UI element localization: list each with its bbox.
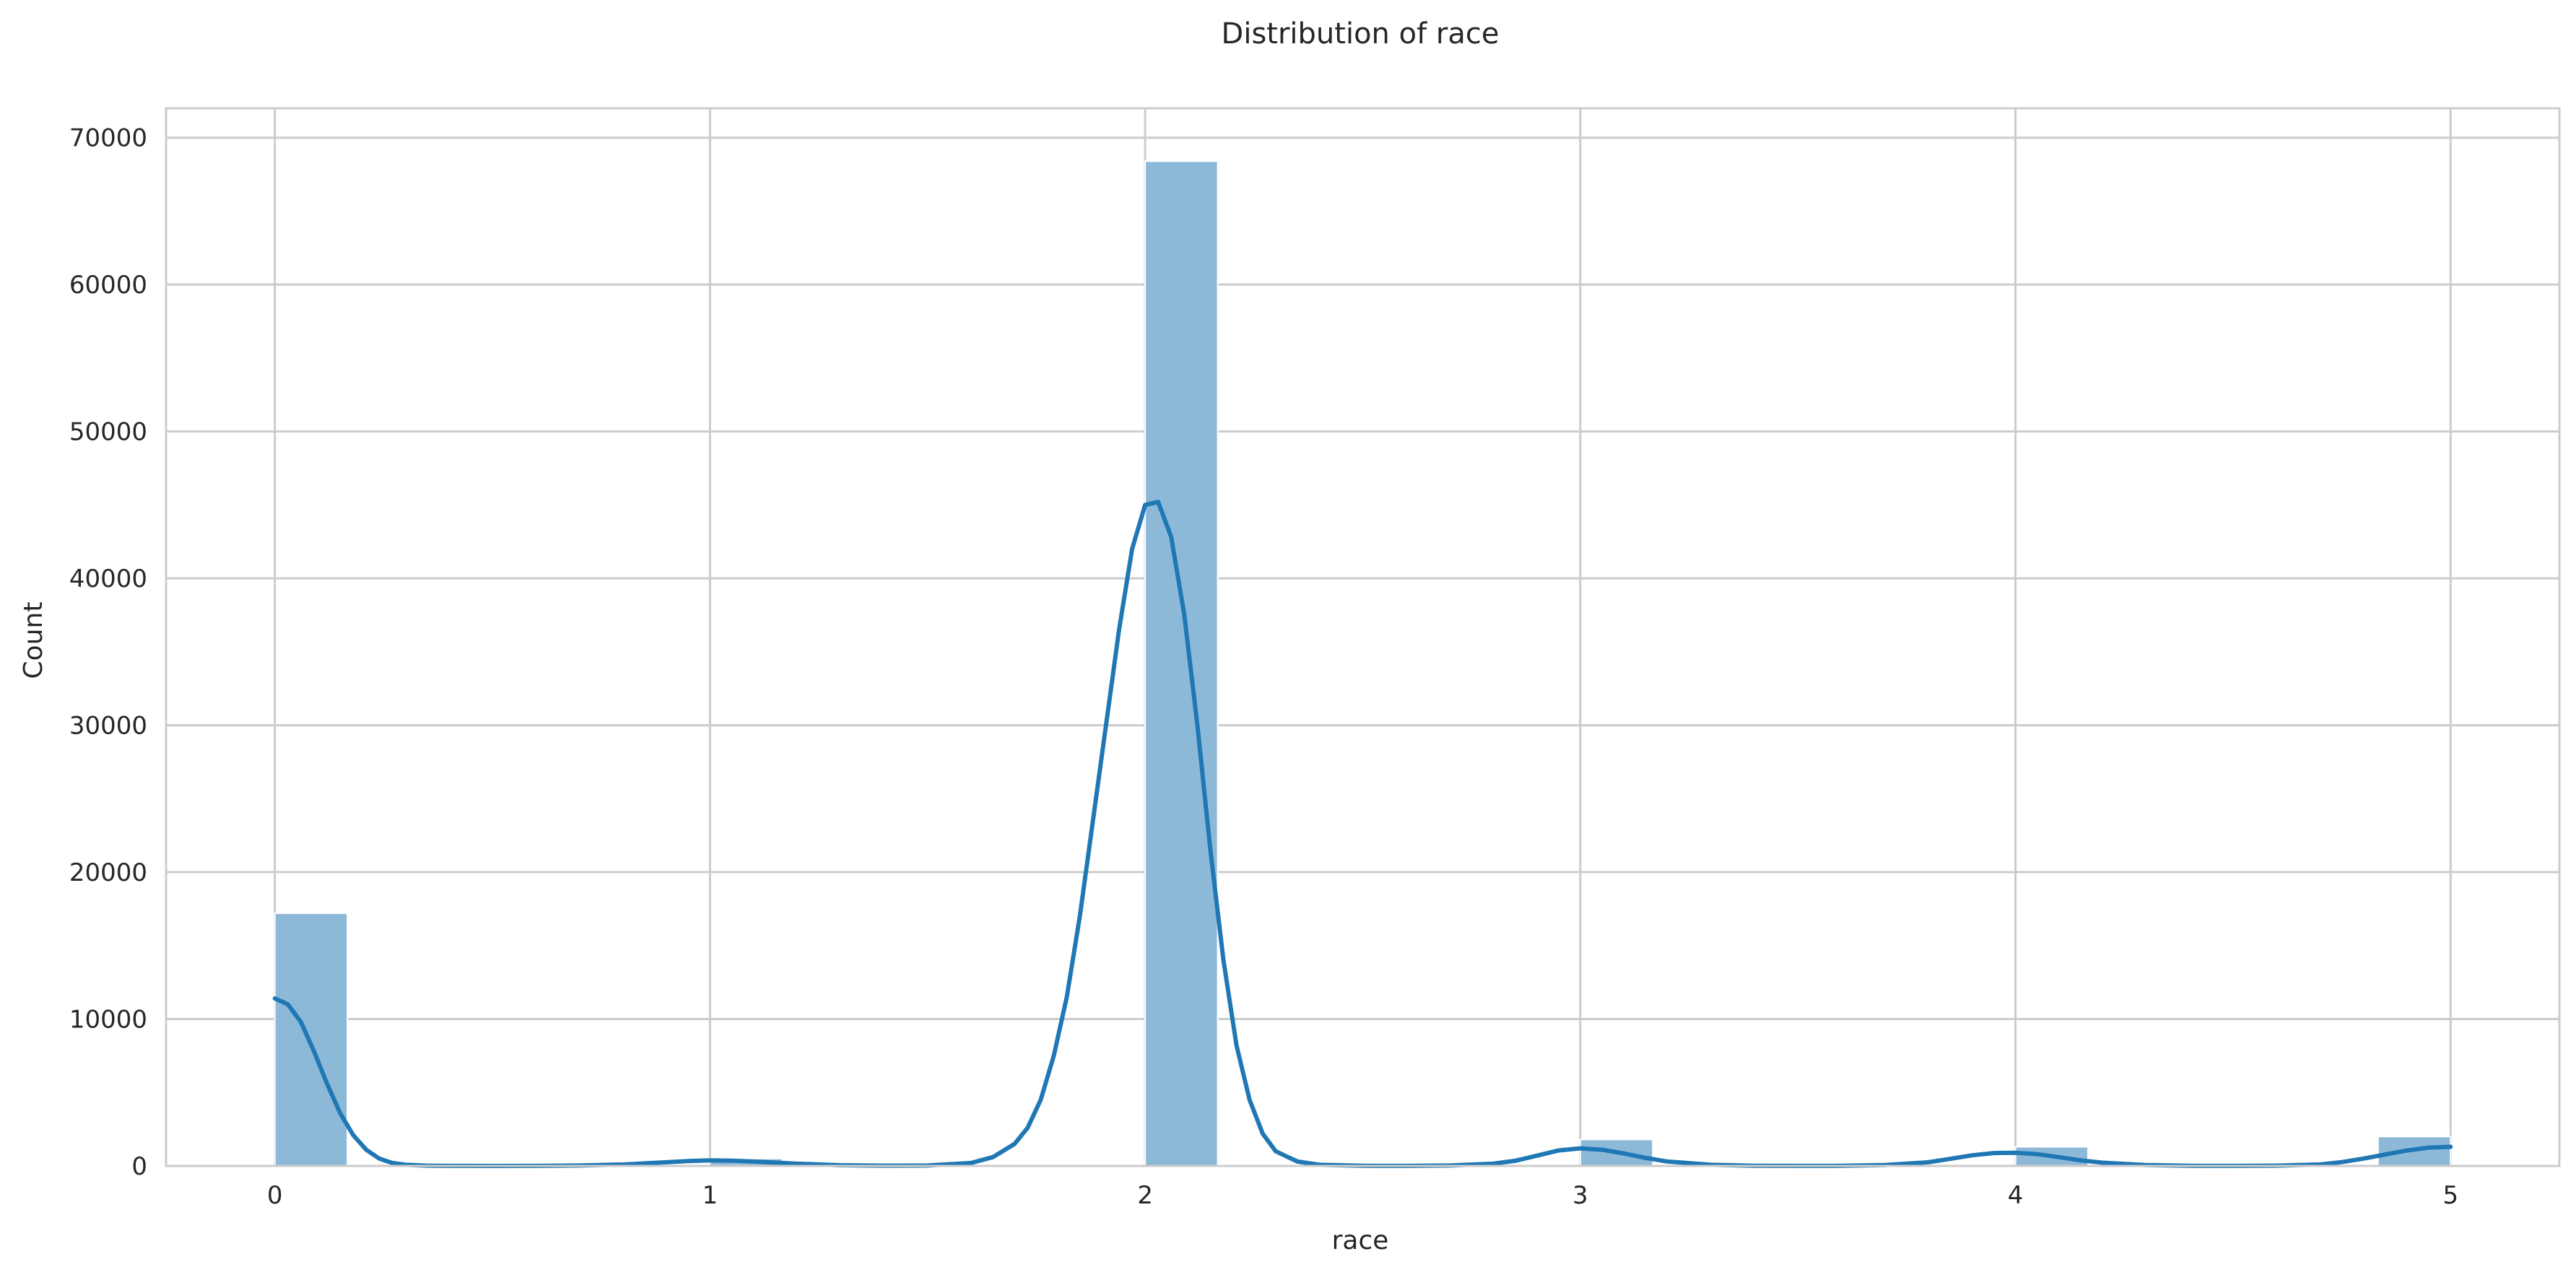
axes-frame: [165, 107, 2561, 1167]
histogram-bar: [1144, 160, 1219, 1167]
chart-title: Distribution of race: [1222, 17, 1500, 51]
y-tick-label: 60000: [69, 271, 147, 300]
y-tick-label: 0: [131, 1152, 147, 1181]
y-tick-label: 10000: [69, 1006, 147, 1035]
y-axis-label: Count: [19, 602, 48, 679]
x-tick-label: 1: [702, 1181, 718, 1210]
x-tick-label: 4: [2008, 1181, 2024, 1210]
tick-labels: 0 1 2 3 4 5 0 10000 20000 30000 40000 50000 60000 700…: [69, 124, 2458, 1210]
y-tick-label: 50000: [69, 418, 147, 447]
x-axis-label: race: [1332, 1226, 1389, 1255]
histogram-bars: [274, 160, 2452, 1167]
x-tick-label: 2: [1137, 1181, 1153, 1210]
plot-frame: [165, 107, 2561, 1167]
y-tick-label: 70000: [69, 124, 147, 153]
y-tick-label: 20000: [69, 858, 147, 887]
x-tick-label: 5: [2442, 1181, 2458, 1210]
x-tick-label: 0: [267, 1181, 283, 1210]
y-tick-label: 30000: [69, 712, 147, 741]
y-tick-label: 40000: [69, 565, 147, 593]
x-tick-label: 3: [1572, 1181, 1588, 1210]
